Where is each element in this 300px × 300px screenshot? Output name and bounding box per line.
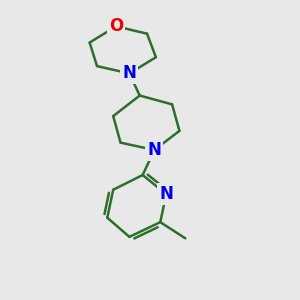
Text: N: N xyxy=(148,141,161,159)
Text: O: O xyxy=(109,17,123,35)
Text: N: N xyxy=(159,185,173,203)
Text: N: N xyxy=(122,64,136,82)
